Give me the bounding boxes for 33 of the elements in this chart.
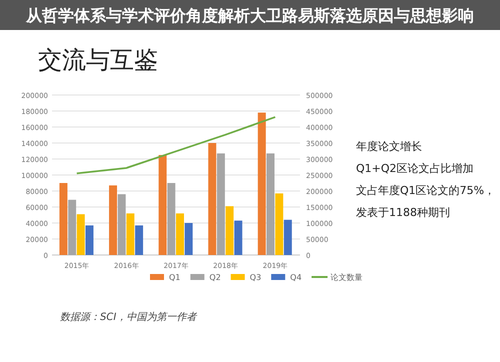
text: 数据源：SCI，中国为第一作者 — [60, 311, 198, 323]
text: 发表于1188种期刊 — [356, 206, 450, 219]
bar — [258, 112, 266, 255]
bar — [135, 225, 144, 255]
legend-label: Q3 — [250, 273, 262, 282]
text: 从哲学体系与学术评价角度解析大卫路易斯落选原因与思想影响 — [25, 6, 474, 25]
text: Q1+Q2区论文占比增加 — [356, 162, 474, 175]
bar — [59, 183, 68, 255]
legend-label: 论文数量 — [330, 273, 363, 282]
bar — [167, 183, 176, 255]
chart-title: 交流与互鉴 — [38, 46, 158, 74]
bar — [176, 213, 184, 255]
bar — [126, 213, 134, 255]
bar — [284, 220, 292, 255]
bar — [226, 206, 234, 255]
bar — [275, 193, 284, 255]
bar — [118, 194, 126, 255]
bar — [266, 153, 275, 255]
bar — [158, 155, 167, 255]
text: 文占年度Q1区论文的75%， — [356, 184, 496, 197]
bar — [85, 225, 94, 255]
bar — [208, 143, 216, 255]
legend-label: Q1 — [169, 273, 180, 282]
bar — [216, 153, 225, 255]
line-series — [76, 116, 276, 174]
text: 年度论文增长 — [356, 140, 422, 153]
legend-label: Q4 — [290, 273, 302, 282]
legend-label: Q2 — [209, 273, 221, 282]
bar — [184, 223, 193, 255]
bar — [76, 214, 85, 255]
bar — [234, 220, 242, 255]
bar — [109, 185, 118, 255]
bar — [68, 200, 76, 255]
